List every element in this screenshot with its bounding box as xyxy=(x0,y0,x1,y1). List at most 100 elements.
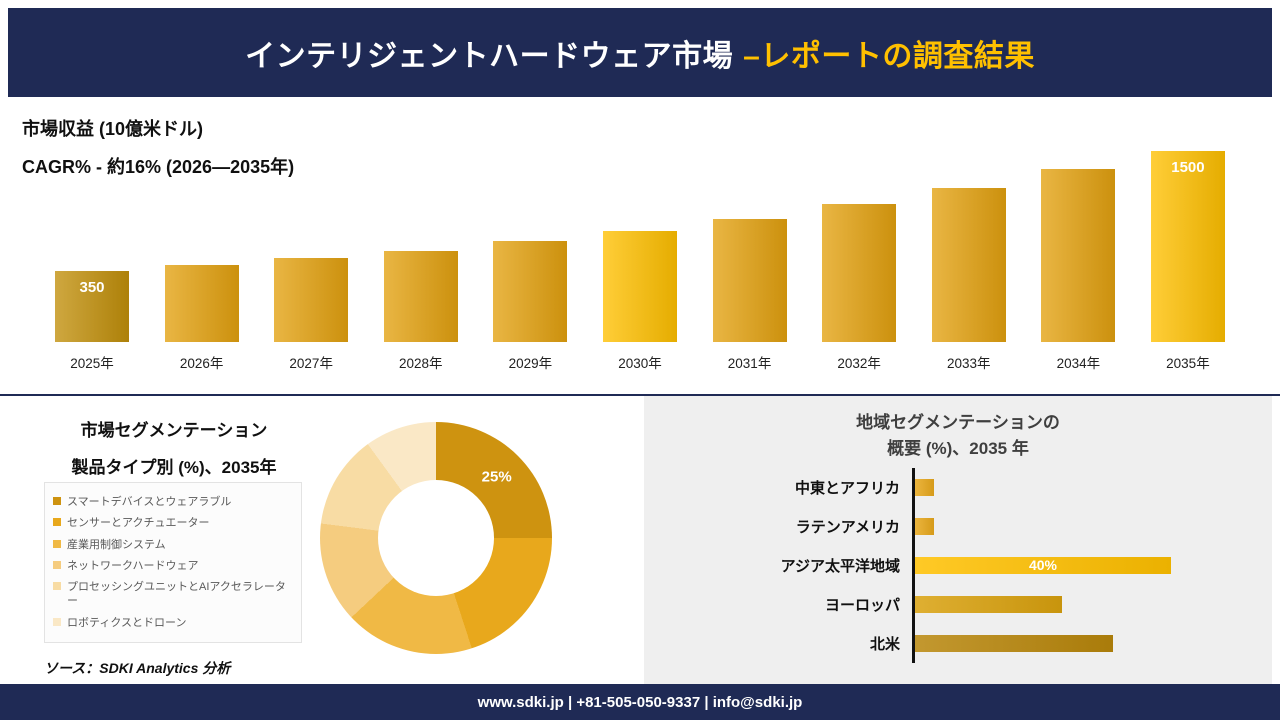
region-row: 北米 xyxy=(644,624,1272,663)
revenue-bar xyxy=(493,241,568,342)
product-segmentation-panel: 市場セグメンテーション 製品タイプ別 (%)、2035年 スマートデバイスとウェ… xyxy=(8,396,644,684)
revenue-bar-group: 2033年 xyxy=(931,188,1006,371)
region-label: ラテンアメリカ xyxy=(795,519,900,536)
region-bar xyxy=(915,596,1062,613)
region-axis xyxy=(912,507,1272,546)
region-bar xyxy=(915,479,934,496)
revenue-bar xyxy=(383,251,458,342)
revenue-chart-labels: 市場収益 (10億米ドル) CAGR% - 約16% (2026―2035年) xyxy=(22,115,294,191)
revenue-bar-year: 2033年 xyxy=(946,356,991,371)
region-bar-value: 40% xyxy=(1028,557,1058,573)
legend-item: プロセッシングユニットとAIアクセラレーター xyxy=(53,580,293,609)
revenue-bar-group: 2034年 xyxy=(1041,169,1116,371)
revenue-bar: 1500 xyxy=(1150,151,1225,342)
revenue-bar-year: 2028年 xyxy=(399,356,443,371)
legend-swatch xyxy=(53,497,61,505)
product-legend: スマートデバイスとウェアラブル センサーとアクチュエーター 産業用制御システムネット… xyxy=(44,482,302,644)
revenue-bar-group: 2031年 xyxy=(712,219,787,371)
revenue-bar-group: 2030年 xyxy=(602,231,677,371)
region-panel: 地域セグメンテーションの 概要 (%)、2035 年 中東とアフリカ ラテンアメリ… xyxy=(644,396,1272,684)
revenue-bar-group: 2029年 xyxy=(493,241,568,371)
product-segmentation-titles: 市場セグメンテーション 製品タイプ別 (%)、2035年 xyxy=(38,416,310,490)
legend-item: 産業用制御システム xyxy=(53,538,293,552)
bottom-section: 市場セグメンテーション 製品タイプ別 (%)、2035年 スマートデバイスとウェ… xyxy=(8,396,1272,684)
revenue-bar-group: 2028年 xyxy=(383,251,458,371)
legend-item: ネットワークハードウェア xyxy=(53,559,293,573)
legend-label: スマートデバイスとウェアラブル xyxy=(67,496,232,508)
revenue-bar xyxy=(822,204,897,342)
region-axis xyxy=(912,468,1272,507)
revenue-bar-year: 2029年 xyxy=(508,356,553,371)
page-title-main: インテリジェントハードウェア市場 xyxy=(245,39,734,73)
legend-label: プロセッシングユニットとAIアクセラレーター xyxy=(67,581,286,608)
legend-label: センサーとアクチュエーター xyxy=(67,517,210,530)
revenue-bar-chart: 350 2025年 2026年 2027年 2028年 2029年 2030年 2031年 20… xyxy=(55,151,1225,371)
donut-hole xyxy=(378,480,494,596)
region-row: 中東とアフリカ xyxy=(644,468,1272,507)
revenue-bar-year: 2025年 xyxy=(70,356,114,371)
revenue-bar-year: 2035年 xyxy=(1166,356,1210,371)
region-bar-chart: 中東とアフリカ ラテンアメリカアジア太平洋地域 40% ヨーロッパ北米 xyxy=(644,468,1272,663)
revenue-bar xyxy=(602,231,677,342)
legend-swatch xyxy=(53,582,61,591)
revenue-bar-group: 2032年 xyxy=(822,204,897,371)
product-donut-wrap: 25% xyxy=(320,422,552,654)
product-segmentation-title-line2: 製品タイプ別 (%)、2035年 xyxy=(71,458,277,477)
revenue-bar-group: 2026年 xyxy=(164,265,239,371)
revenue-cagr-label: CAGR% - 約16% (2026―2035年) xyxy=(22,157,295,177)
revenue-bar-value: 350 xyxy=(79,279,105,296)
legend-label: ロボティクスとドローン xyxy=(67,616,187,629)
page-title-accent: –レポートの調査結果 xyxy=(743,39,1035,73)
region-title-line1: 地域セグメンテーションの xyxy=(856,413,1060,432)
revenue-chart-section: 市場収益 (10億米ドル) CAGR% - 約16% (2026―2035年) … xyxy=(8,97,1272,394)
legend-swatch xyxy=(53,617,61,626)
region-bar xyxy=(915,635,1113,652)
region-label: 北米 xyxy=(869,636,900,653)
donut-slice-label: 25% xyxy=(481,468,512,486)
legend-swatch xyxy=(53,539,61,548)
region-bar xyxy=(915,518,934,535)
region-label: 中東とアフリカ xyxy=(794,480,900,497)
region-title-line2: 概要 (%)、2035 年 xyxy=(887,439,1029,459)
region-bar: 40% xyxy=(915,557,1171,574)
footer-contact-text: www.sdki.jp | +81-505-050-9337 | info@sd… xyxy=(477,693,803,711)
revenue-bar-year: 2026年 xyxy=(179,356,224,371)
page-title: インテリジェントハードウェア市場 –レポートの調査結果 xyxy=(245,31,1035,75)
legend-swatch xyxy=(53,518,61,527)
legend-label: 産業用制御システム xyxy=(67,538,166,551)
revenue-bar xyxy=(712,219,787,342)
region-row: ラテンアメリカ xyxy=(644,507,1272,546)
revenue-bar xyxy=(1041,169,1116,342)
revenue-bar xyxy=(164,265,239,342)
legend-swatch xyxy=(53,560,61,569)
legend-item: ロボティクスとドローン xyxy=(53,616,293,630)
legend-label: ネットワークハードウェア xyxy=(67,559,199,572)
section-divider xyxy=(0,394,1280,396)
region-row: アジア太平洋地域 40% xyxy=(644,546,1272,585)
source-note: ソース：SDKI Analytics 分析 xyxy=(44,660,231,676)
region-axis xyxy=(912,624,1272,663)
region-axis: 40% xyxy=(912,546,1272,585)
revenue-bar xyxy=(931,188,1006,342)
region-title: 地域セグメンテーションの 概要 (%)、2035 年 xyxy=(644,410,1272,463)
revenue-bar-year: 2034年 xyxy=(1056,356,1101,371)
region-row: ヨーロッパ xyxy=(644,585,1272,624)
revenue-bar-group: 350 2025年 xyxy=(55,271,129,371)
header: インテリジェントハードウェア市場 –レポートの調査結果 xyxy=(8,8,1272,97)
product-segmentation-title-line1: 市場セグメンテーション xyxy=(80,421,268,440)
revenue-bar-year: 2030年 xyxy=(618,356,662,371)
revenue-bar-group: 1500 2035年 xyxy=(1150,151,1225,371)
region-label: ヨーロッパ xyxy=(824,597,900,614)
revenue-bar: 350 xyxy=(55,271,129,342)
revenue-bar-group: 2027年 xyxy=(274,258,349,371)
revenue-bar xyxy=(274,258,349,342)
legend-item: センサーとアクチュエーター xyxy=(53,516,293,530)
region-axis xyxy=(912,585,1272,624)
revenue-metric-label: 市場収益 (10億米ドル) xyxy=(22,119,204,139)
revenue-bar-year: 2027年 xyxy=(289,356,333,371)
revenue-bar-year: 2032年 xyxy=(837,356,881,371)
revenue-bar-value: 1500 xyxy=(1171,159,1205,176)
region-label: アジア太平洋地域 xyxy=(780,558,900,575)
revenue-bar-year: 2031年 xyxy=(727,356,772,371)
footer: www.sdki.jp | +81-505-050-9337 | info@sd… xyxy=(0,684,1280,720)
